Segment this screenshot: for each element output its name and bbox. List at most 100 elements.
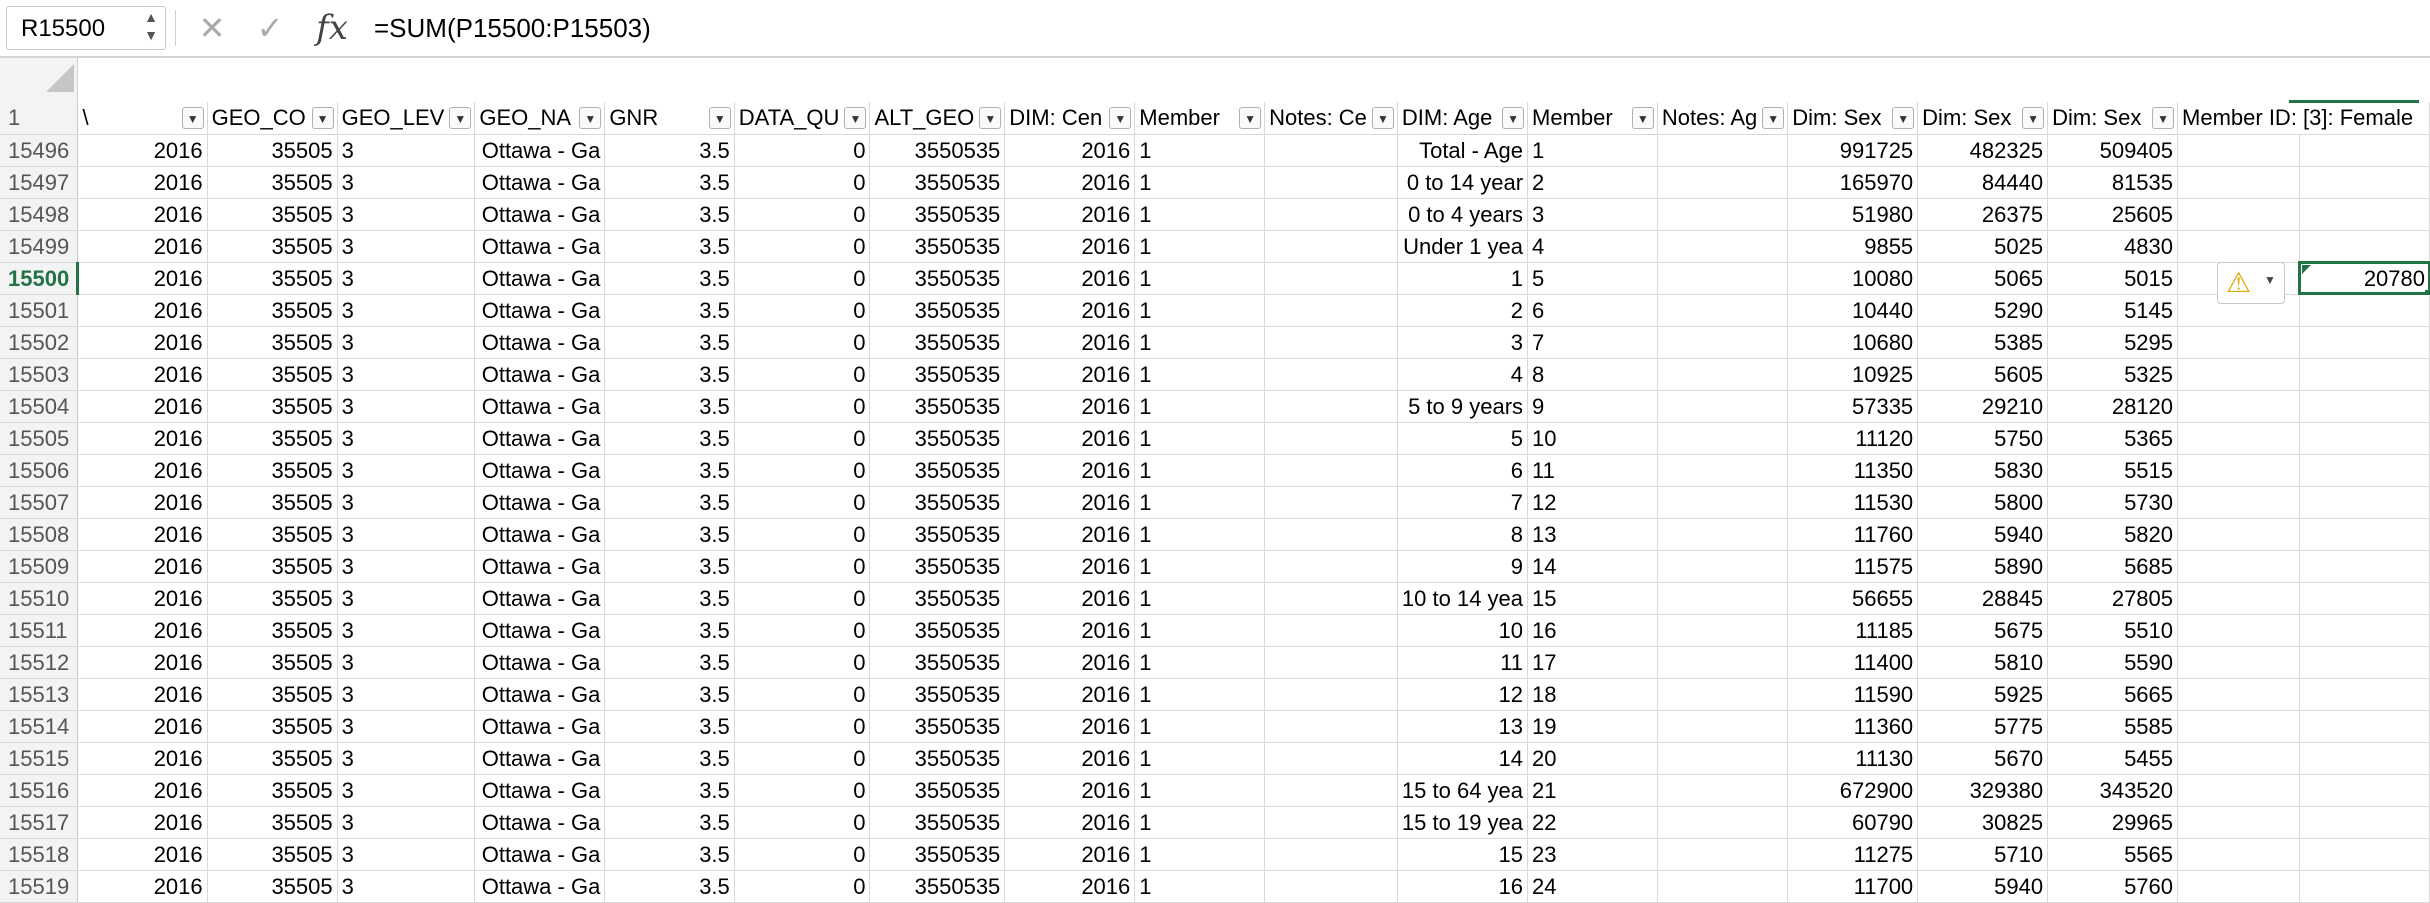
table-cell[interactable]: 2016 (1004, 742, 1136, 775)
table-cell[interactable]: 2016 (1004, 294, 1136, 327)
table-cell[interactable]: 9 (1397, 550, 1529, 583)
table-cell[interactable]: 0 (734, 198, 871, 231)
table-cell[interactable]: 5365 (2047, 422, 2179, 455)
filter-dropdown-icon[interactable]: ▼ (2152, 107, 2175, 129)
table-cell[interactable]: 2016 (1004, 422, 1136, 455)
table-cell[interactable]: 4830 (2047, 230, 2179, 263)
table-cell[interactable]: 5675 (1917, 614, 2049, 647)
table-cell[interactable] (1264, 294, 1398, 327)
column-header-cell[interactable]: DIM: Cen ▼ (1004, 102, 1136, 135)
table-cell[interactable]: 23 (1527, 838, 1658, 871)
table-cell[interactable]: 8 (1397, 518, 1529, 551)
table-cell[interactable] (2177, 582, 2300, 615)
table-cell[interactable] (2177, 486, 2300, 519)
table-cell[interactable]: 329380 (1917, 774, 2049, 807)
table-cell[interactable]: 1 (1134, 518, 1266, 551)
table-cell[interactable]: Ottawa - Ga (474, 646, 606, 679)
table-cell[interactable] (1264, 262, 1398, 295)
table-cell[interactable] (1264, 326, 1398, 359)
table-cell[interactable]: 2016 (1004, 230, 1136, 263)
table-cell[interactable] (2299, 294, 2430, 327)
table-cell[interactable] (2299, 134, 2430, 167)
table-cell[interactable]: 3 (337, 230, 476, 263)
table-cell[interactable]: 10 (1397, 614, 1529, 647)
table-cell[interactable]: 2016 (77, 774, 208, 807)
table-cell[interactable] (1657, 582, 1789, 615)
table-cell[interactable]: 1 (1134, 390, 1266, 423)
table-cell[interactable] (1657, 294, 1789, 327)
table-cell[interactable]: 35505 (207, 390, 338, 423)
table-cell[interactable]: 5510 (2047, 614, 2179, 647)
table-cell[interactable]: 7 (1527, 326, 1658, 359)
table-cell[interactable]: 2016 (77, 710, 208, 743)
table-cell[interactable]: 3.5 (604, 230, 735, 263)
column-header-cell[interactable]: Member ▼ (1527, 102, 1658, 135)
column-header-cell[interactable]: Notes: Ce ▼ (1264, 102, 1398, 135)
table-cell[interactable]: 10 to 14 yea (1397, 582, 1529, 615)
table-cell[interactable] (2177, 198, 2300, 231)
table-cell[interactable]: 0 (734, 710, 871, 743)
table-cell[interactable]: 2016 (1004, 454, 1136, 487)
table-cell[interactable]: 3 (337, 166, 476, 199)
table-cell[interactable] (1657, 326, 1789, 359)
table-cell[interactable]: 11 (1527, 454, 1658, 487)
table-cell[interactable]: 2016 (77, 582, 208, 615)
table-cell[interactable]: 81535 (2047, 166, 2179, 199)
table-cell[interactable]: 3.5 (604, 742, 735, 775)
table-cell[interactable]: 1 (1134, 678, 1266, 711)
table-cell[interactable]: 3 (337, 294, 476, 327)
table-cell[interactable]: Ottawa - Ga (474, 838, 606, 871)
table-cell[interactable]: 28845 (1917, 582, 2049, 615)
row-header[interactable]: 15504 (0, 390, 79, 423)
table-cell[interactable] (1264, 774, 1398, 807)
table-cell[interactable]: 5810 (1917, 646, 2049, 679)
row-header[interactable]: 15519 (0, 870, 79, 903)
table-cell[interactable]: 11275 (1787, 838, 1919, 871)
table-cell[interactable]: 18 (1527, 678, 1658, 711)
table-cell[interactable] (1657, 614, 1789, 647)
table-cell[interactable]: 0 (734, 326, 871, 359)
table-cell[interactable]: 1 (1134, 614, 1266, 647)
filter-dropdown-icon[interactable]: ▼ (2022, 107, 2045, 129)
table-cell[interactable] (1264, 198, 1398, 231)
table-cell[interactable]: 0 (734, 262, 871, 295)
table-cell[interactable] (1657, 134, 1789, 167)
table-cell[interactable]: 15 (1527, 582, 1658, 615)
table-cell[interactable]: 3550535 (869, 422, 1006, 455)
table-cell[interactable]: 2016 (1004, 774, 1136, 807)
table-cell[interactable]: Ottawa - Ga (474, 582, 606, 615)
table-cell[interactable] (2299, 870, 2430, 903)
table-cell[interactable]: 11120 (1787, 422, 1919, 455)
table-cell[interactable]: Total - Age (1397, 134, 1529, 167)
table-cell[interactable]: Ottawa - Ga (474, 550, 606, 583)
table-cell[interactable]: 2016 (77, 870, 208, 903)
row-header[interactable]: 15498 (0, 198, 79, 231)
table-cell[interactable]: 1 (1134, 486, 1266, 519)
table-cell[interactable] (2299, 614, 2430, 647)
table-cell[interactable] (2177, 806, 2300, 839)
row-header[interactable]: 15508 (0, 518, 79, 551)
table-cell[interactable]: Ottawa - Ga (474, 262, 606, 295)
table-cell[interactable]: 1 (1134, 774, 1266, 807)
table-cell[interactable]: 1 (1134, 646, 1266, 679)
table-cell[interactable]: 3 (337, 646, 476, 679)
table-cell[interactable]: 3550535 (869, 198, 1006, 231)
table-cell[interactable]: 11360 (1787, 710, 1919, 743)
table-cell[interactable]: 2016 (77, 198, 208, 231)
table-cell[interactable]: 5685 (2047, 550, 2179, 583)
table-cell[interactable]: 1 (1134, 326, 1266, 359)
table-cell[interactable]: 1 (1134, 294, 1266, 327)
table-cell[interactable]: 11590 (1787, 678, 1919, 711)
table-cell[interactable]: 5385 (1917, 326, 2049, 359)
table-cell[interactable] (2299, 486, 2430, 519)
table-cell[interactable]: 57335 (1787, 390, 1919, 423)
table-cell[interactable] (1657, 486, 1789, 519)
table-cell[interactable] (2299, 358, 2430, 391)
table-cell[interactable]: 0 to 14 year (1397, 166, 1529, 199)
table-cell[interactable]: Ottawa - Ga (474, 358, 606, 391)
table-cell[interactable]: 5015 (2047, 262, 2179, 295)
table-cell[interactable] (2299, 166, 2430, 199)
table-cell[interactable]: 0 (734, 390, 871, 423)
table-cell[interactable]: 4 (1527, 230, 1658, 263)
table-cell[interactable]: 2016 (1004, 198, 1136, 231)
